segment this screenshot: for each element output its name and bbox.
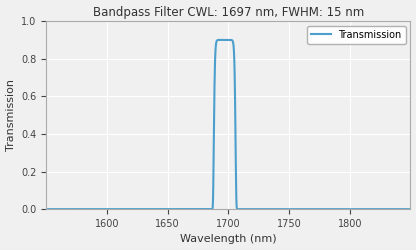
Transmission bbox=[408, 208, 413, 211]
Transmission bbox=[281, 208, 286, 211]
Title: Bandpass Filter CWL: 1697 nm, FWHM: 15 nm: Bandpass Filter CWL: 1697 nm, FWHM: 15 n… bbox=[93, 6, 364, 18]
Legend: Transmission: Transmission bbox=[307, 26, 406, 44]
Transmission bbox=[221, 38, 226, 42]
Transmission bbox=[183, 208, 188, 211]
Y-axis label: Transmission: Transmission bbox=[5, 79, 15, 151]
Transmission bbox=[110, 208, 115, 211]
Transmission bbox=[44, 208, 49, 211]
Transmission bbox=[316, 208, 321, 211]
X-axis label: Wavelength (nm): Wavelength (nm) bbox=[180, 234, 277, 244]
Line: Transmission: Transmission bbox=[46, 40, 411, 209]
Transmission bbox=[262, 208, 267, 211]
Transmission bbox=[343, 208, 348, 211]
